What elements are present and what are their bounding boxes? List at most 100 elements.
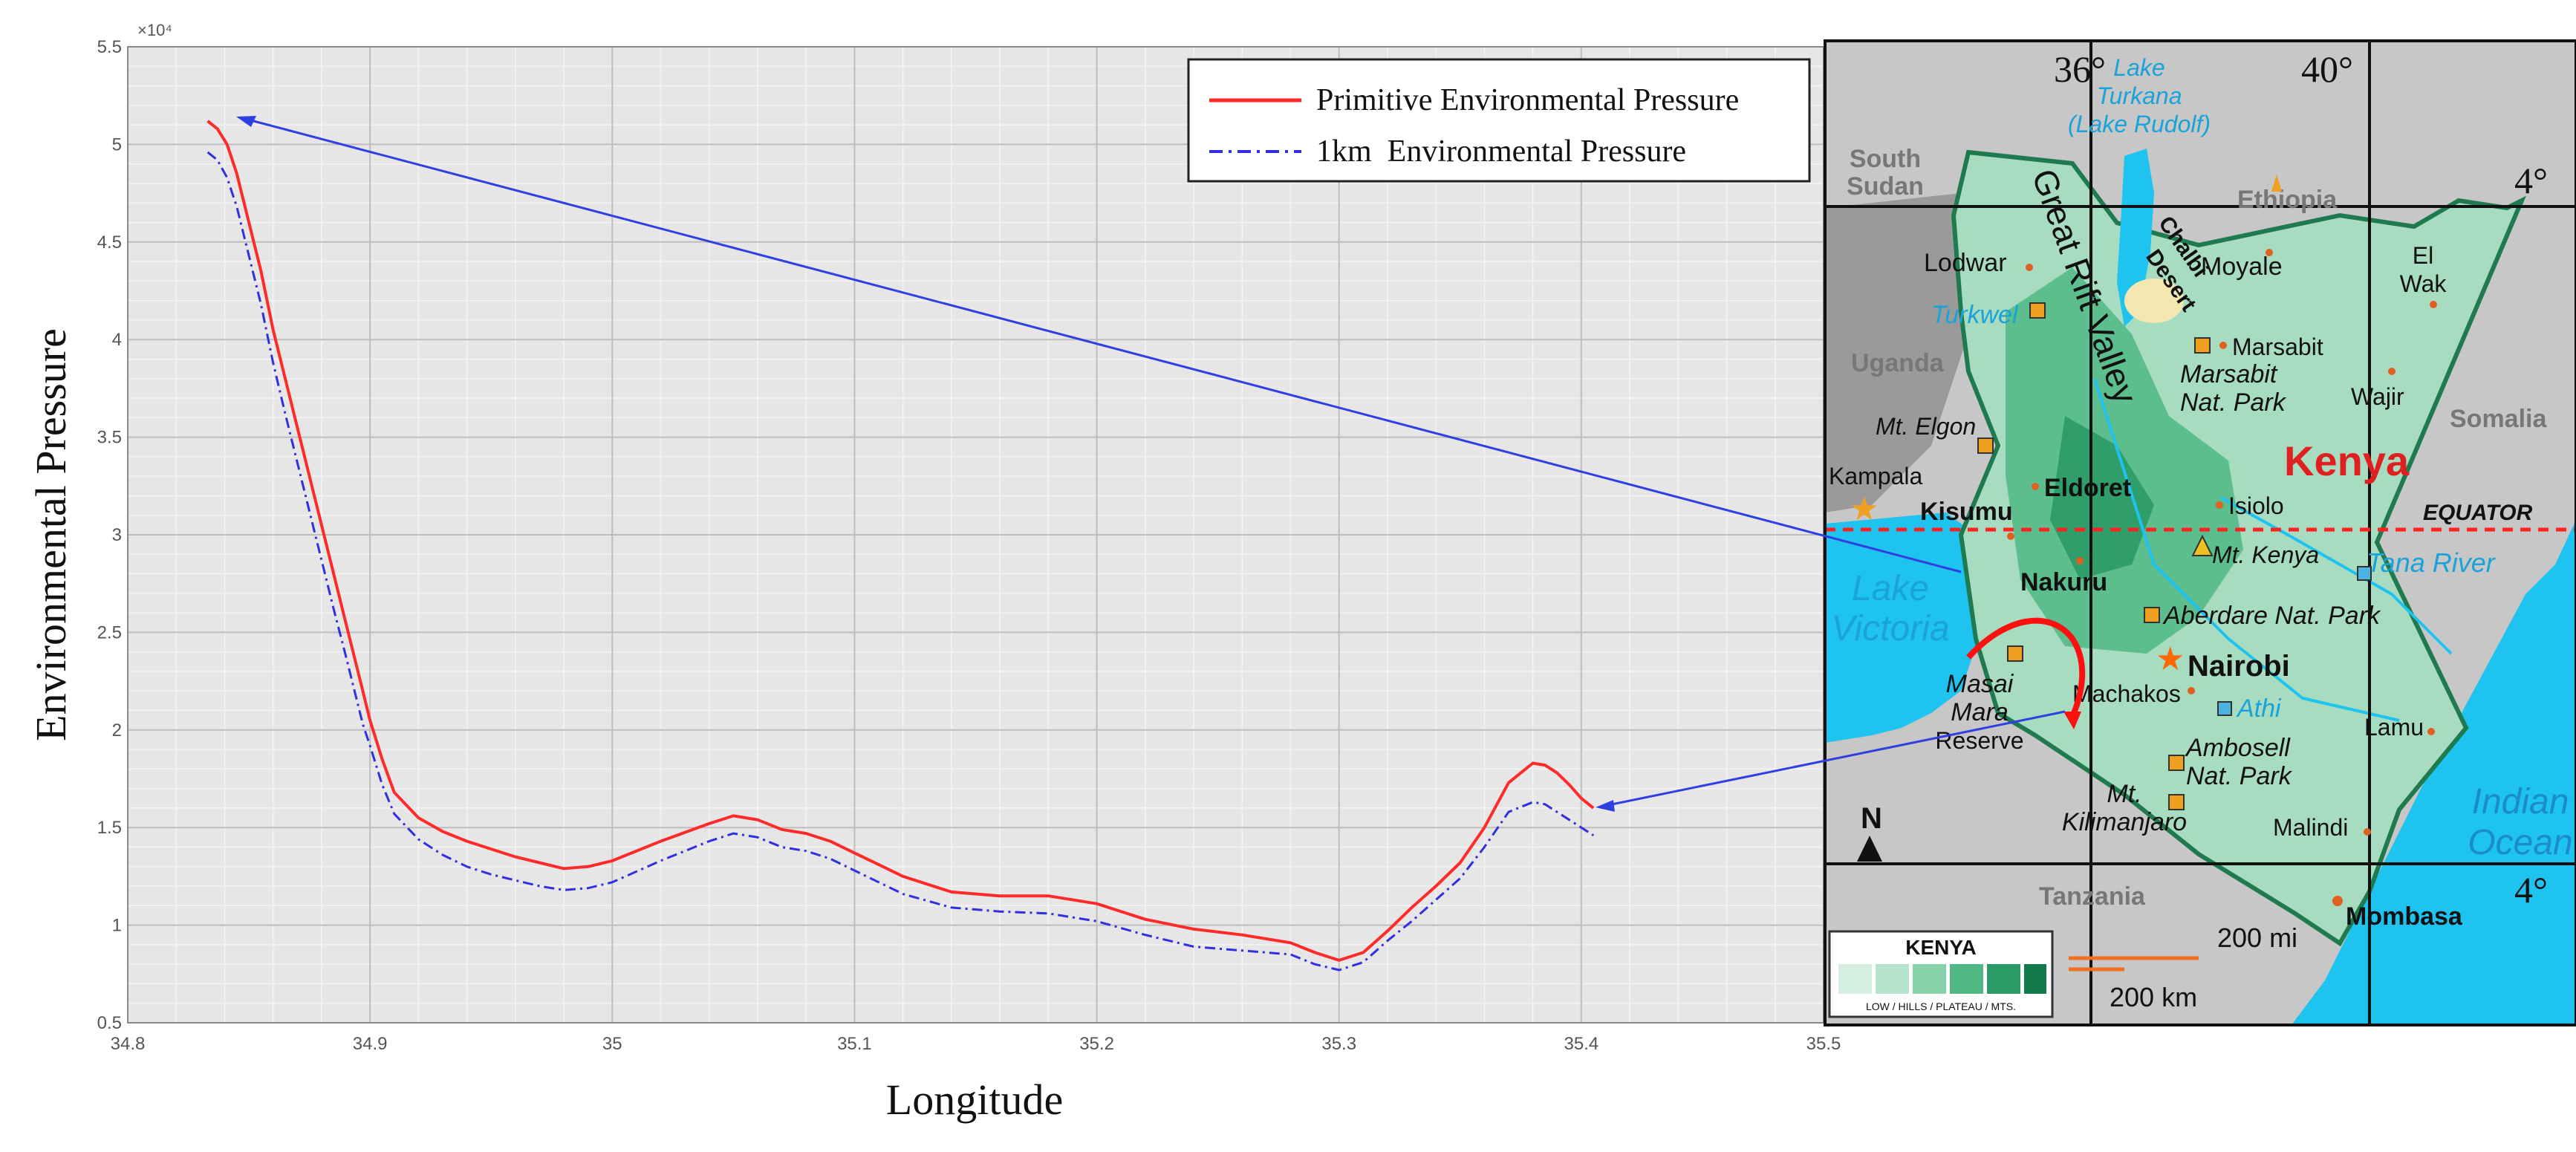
connector-arrow-start: [244, 117, 1962, 573]
nairobi-star-icon: ★: [2156, 641, 2185, 677]
x-tick-label: 35.5: [1806, 1034, 1841, 1054]
label-athi: Athi: [2236, 694, 2282, 723]
scale-km-label: 200 km: [2110, 982, 2197, 1012]
y-tick-label: 3.5: [97, 428, 122, 448]
map-markers: ★ ★: [1850, 175, 2437, 906]
y-tick-label: 0.5: [97, 1013, 122, 1033]
dot-mombasa: [2332, 896, 2343, 906]
y-tick-label: 4.5: [97, 232, 122, 253]
tana-river-line: [2220, 496, 2453, 655]
marker-aberdare: [2144, 607, 2160, 623]
label-tanzania: Tanzania: [2039, 882, 2146, 911]
label-south-sudan-2: Sudan: [1847, 172, 1924, 201]
mountains-shape: [2050, 416, 2154, 579]
series-line-primitive: [206, 120, 1595, 962]
label-kenya: Kenya: [2284, 437, 2410, 484]
elevation-legend-caption: LOW / HILLS / PLATEAU / MTS.: [1866, 1000, 2016, 1012]
label-kilimanjaro-1: Mt.: [2107, 780, 2141, 808]
label-kisumu: Kisumu: [1920, 498, 2013, 526]
connector-arrowhead-start: [236, 116, 256, 127]
marker-athi: [2217, 701, 2232, 716]
y-tick-labels: 0.5 1 1.5 2 2.5 3 3.5 4 4.5 5 5.5: [97, 37, 122, 1033]
y-tick-label: 3: [112, 525, 122, 545]
marker-mt-kenya: [2191, 534, 2214, 556]
dot-moyale: [2266, 249, 2273, 256]
marker-kilimanjaro: [2168, 794, 2185, 810]
label-masai-mara-2: Mara: [1951, 698, 2008, 726]
label-eldoret: Eldoret: [2044, 474, 2131, 502]
dot-lodwar: [2026, 264, 2033, 271]
label-turkwel: Turkwel: [1931, 301, 2019, 329]
kampala-star-icon: ★: [1850, 491, 1879, 527]
label-moyale: Moyale: [2201, 253, 2283, 281]
label-kilimanjaro-2: Kilimanjaro: [2062, 808, 2187, 836]
x-tick-label: 35.3: [1321, 1034, 1356, 1054]
dot-wajir: [2388, 368, 2396, 375]
marker-tana: [2357, 566, 2372, 581]
uganda-shape: [1825, 193, 1976, 512]
label-nakuru: Nakuru: [2020, 568, 2107, 596]
y-tick-label: 2: [112, 720, 122, 741]
x-tick-label: 34.9: [353, 1034, 388, 1054]
label-lamu: Lamu: [2364, 714, 2424, 741]
label-el-wak-2: Wak: [2400, 270, 2447, 297]
label-marsabit-park-1: Marsabit: [2180, 360, 2278, 388]
label-ethiopia: Ethiopia: [2237, 186, 2338, 214]
elevation-swatch-2: [1876, 964, 1909, 994]
label-masai-mara-3: Reserve: [1935, 727, 2023, 754]
label-mt-kenya: Mt. Kenya: [2212, 541, 2319, 568]
map-label-36: 36°: [2054, 48, 2106, 90]
x-tick-label: 35.4: [1564, 1034, 1598, 1054]
label-lake-victoria-2: Victoria: [1831, 609, 1949, 648]
marker-amboseli: [2168, 755, 2185, 771]
label-aberdare: Aberdare Nat. Park: [2162, 602, 2381, 630]
line-chart: 0.5 1 1.5 2 2.5 3 3.5 4 4.5 5 5.5 34.8 34.9 35 35.1 35…: [27, 21, 1841, 1124]
red-route-arrow: [1966, 617, 2086, 718]
elevation-swatch-6: [2024, 964, 2046, 994]
dot-machakos: [2188, 687, 2195, 694]
label-uganda: Uganda: [1851, 349, 1945, 377]
dot-lamu: [2427, 728, 2435, 735]
north-arrow-icon: N: [1857, 802, 1882, 862]
map-label-4s: 4°: [2514, 869, 2548, 911]
label-equator: EQUATOR: [2423, 501, 2533, 525]
label-amboseli-2: Nat. Park: [2186, 762, 2293, 790]
label-malindi: Malindi: [2273, 814, 2348, 841]
dot-eldoret: [2032, 483, 2039, 490]
legend-label-primitive: Primitive Environmental Pressure: [1316, 83, 1739, 117]
y-exponent-label: ×10⁴: [137, 21, 172, 39]
marker-mt-elgon: [1977, 437, 1994, 454]
legend-box: [1187, 58, 1811, 183]
label-amboseli-1: Ambosell: [2185, 734, 2291, 762]
dot-malindi: [2364, 828, 2371, 836]
label-marsabit: Marsabit: [2232, 333, 2323, 360]
red-route-arrowhead: [2063, 712, 2081, 729]
connector-arrowhead-end: [1596, 800, 1615, 812]
dot-nakuru: [2076, 557, 2084, 564]
y-tick-label: 4: [112, 330, 122, 350]
label-wajir: Wajir: [2351, 383, 2404, 410]
label-masai-mara-1: Masai: [1946, 670, 2014, 698]
scale-mi-label: 200 mi: [2217, 922, 2297, 953]
series-lines: [206, 120, 1595, 972]
lake-victoria-shape: [1825, 512, 1991, 743]
x-tick-label: 35: [602, 1034, 622, 1054]
x-tick-labels: 34.8 34.9 35 35.1 35.2 35.3 35.4 35.5: [111, 1034, 1841, 1054]
elevation-swatch-1: [1838, 964, 1872, 994]
y-tick-label: 1: [112, 916, 122, 936]
indian-ocean-shape: [2292, 520, 2576, 1025]
y-tick-label: 5.5: [97, 37, 122, 57]
elevation-swatch-4: [1950, 964, 1983, 994]
legend-label-1km: 1km Environmental Pressure: [1316, 134, 1686, 169]
chalbi-desert-shape: [2124, 279, 2184, 323]
label-tana-river: Tana River: [2367, 547, 2497, 578]
x-tick-label: 35.2: [1079, 1034, 1114, 1054]
kenya-map: 36° 40° 4° 4° South Sudan Ethiopia Ugand…: [1824, 39, 2576, 1026]
label-mombasa: Mombasa: [2346, 902, 2463, 931]
marker-turkwel: [2029, 302, 2046, 319]
marker-moyale-tri: [2271, 175, 2282, 192]
map-frame: [1824, 39, 2576, 1026]
north-label: N: [1861, 802, 1882, 835]
